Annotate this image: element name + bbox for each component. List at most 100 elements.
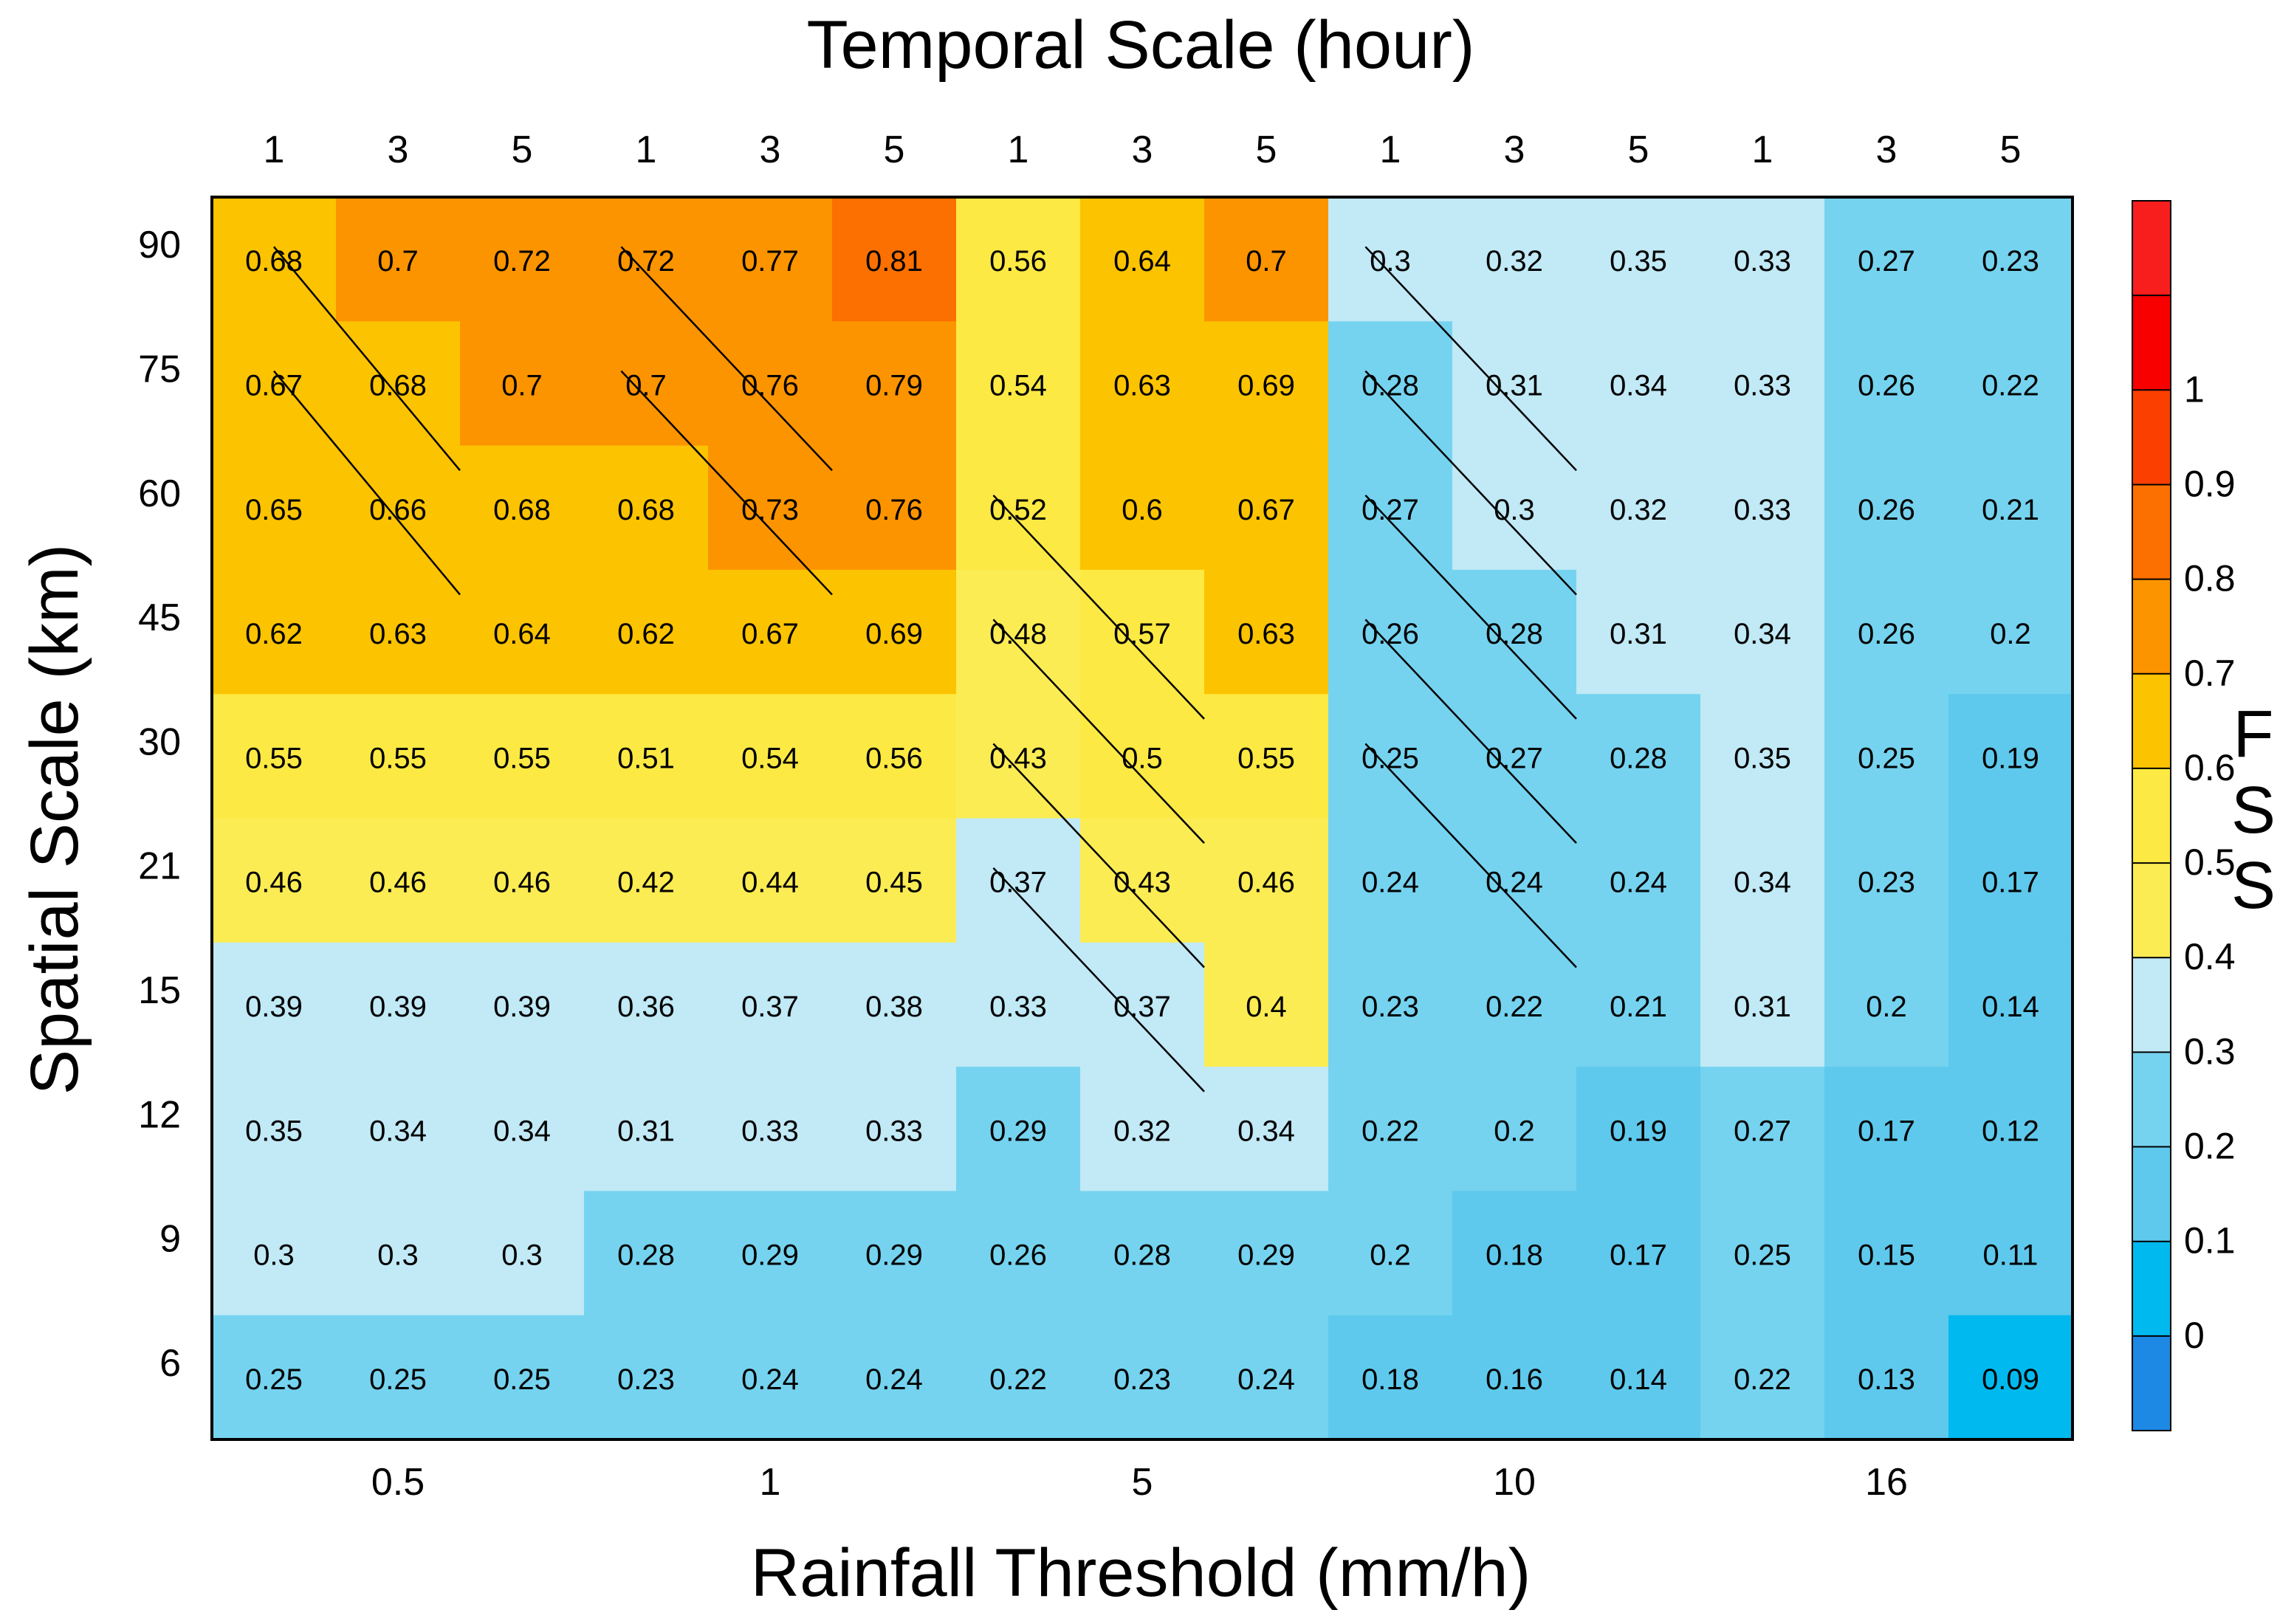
row-tick-label: 45 bbox=[138, 596, 181, 639]
heatmap-cell bbox=[1576, 1191, 1701, 1316]
heatmap-cell bbox=[956, 1315, 1081, 1440]
cell-value-label: 0.68 bbox=[245, 245, 303, 278]
cell-value-label: 0.24 bbox=[1486, 867, 1543, 899]
heatmap-cell bbox=[336, 818, 461, 943]
cell-value-label: 0.34 bbox=[1734, 618, 1791, 650]
cell-value-label: 0.33 bbox=[1734, 494, 1791, 526]
cell-value-label: 0.35 bbox=[1734, 742, 1791, 774]
heatmap-cell bbox=[1576, 818, 1701, 943]
cell-value-label: 0.26 bbox=[1858, 369, 1915, 402]
heatmap-cell bbox=[708, 197, 833, 323]
heatmap-cell bbox=[832, 818, 957, 943]
cell-value-label: 0.39 bbox=[245, 991, 303, 1023]
x-axis-label: Rainfall Threshold (mm/h) bbox=[751, 1535, 1531, 1611]
heatmap-cell bbox=[1328, 569, 1453, 695]
cell-value-label: 0.68 bbox=[369, 369, 427, 402]
heatmap-cell bbox=[1204, 1067, 1329, 1192]
top-tick-label: 5 bbox=[512, 128, 533, 171]
cell-value-label: 0.34 bbox=[1237, 1115, 1295, 1147]
cell-value-label: 0.21 bbox=[1610, 991, 1667, 1023]
cell-value-label: 0.18 bbox=[1361, 1363, 1419, 1396]
cell-value-label: 0.57 bbox=[1113, 618, 1171, 650]
heatmap-cell bbox=[956, 942, 1081, 1067]
heatmap-cell bbox=[1080, 1067, 1205, 1192]
colorbar-label-letter: S bbox=[2231, 849, 2276, 923]
diagonal-line bbox=[992, 619, 1205, 844]
diagonal-line bbox=[992, 495, 1205, 720]
heatmap-cell bbox=[708, 942, 833, 1067]
heatmap-cell bbox=[1204, 694, 1329, 819]
heatmap-cell bbox=[1700, 445, 1825, 571]
cell-value-label: 0.2 bbox=[1990, 618, 2031, 650]
heatmap-cell bbox=[708, 1191, 833, 1316]
heatmap-cell bbox=[956, 197, 1081, 323]
cell-value-label: 0.55 bbox=[1237, 742, 1295, 774]
heatmap-cell bbox=[1576, 1315, 1701, 1440]
heatmap-cell bbox=[336, 321, 461, 447]
cell-value-label: 0.72 bbox=[617, 245, 675, 278]
diagonal-line bbox=[620, 246, 833, 472]
heatmap-cell bbox=[1824, 197, 1949, 323]
cell-value-label: 0.26 bbox=[1858, 494, 1915, 526]
heatmap-cell bbox=[1824, 1315, 1949, 1440]
cell-value-label: 0.19 bbox=[1610, 1115, 1667, 1147]
cell-value-label: 0.25 bbox=[1734, 1239, 1791, 1272]
heatmap-cell bbox=[1948, 1067, 2073, 1192]
cell-value-label: 0.44 bbox=[741, 867, 799, 899]
heatmap-cell bbox=[460, 818, 585, 943]
cell-value-label: 0.15 bbox=[1858, 1239, 1915, 1272]
heatmap-cell bbox=[832, 1191, 957, 1316]
heatmap-cell bbox=[956, 818, 1081, 943]
cell-value-label: 0.22 bbox=[1734, 1363, 1791, 1396]
cell-value-label: 0.43 bbox=[1113, 867, 1171, 899]
heatmap-cell bbox=[584, 1067, 709, 1192]
cell-value-label: 0.33 bbox=[1734, 245, 1791, 278]
cell-value-label: 0.2 bbox=[1866, 991, 1907, 1023]
heatmap-cell bbox=[956, 694, 1081, 819]
heatmap-cell bbox=[1700, 569, 1825, 695]
heatmap-cell bbox=[1948, 1191, 2073, 1316]
cell-value-label: 0.33 bbox=[989, 991, 1047, 1023]
heatmap-cell bbox=[1328, 1067, 1453, 1192]
cell-value-label: 0.65 bbox=[245, 494, 303, 526]
cell-value-label: 0.46 bbox=[245, 867, 303, 899]
cell-value-label: 0.18 bbox=[1486, 1239, 1543, 1272]
cell-value-label: 0.29 bbox=[1237, 1239, 1295, 1272]
cell-value-label: 0.13 bbox=[1858, 1363, 1915, 1396]
heatmap-cell bbox=[1328, 321, 1453, 447]
heatmap-cell bbox=[460, 321, 585, 447]
colorbar-tick-label: 0.4 bbox=[2184, 936, 2236, 977]
cell-value-label: 0.12 bbox=[1982, 1115, 2039, 1147]
cell-value-label: 0.68 bbox=[617, 494, 675, 526]
heatmap-cell bbox=[1204, 445, 1329, 571]
heatmap-cell bbox=[832, 942, 957, 1067]
cell-value-label: 0.28 bbox=[1113, 1239, 1171, 1272]
cell-value-label: 0.27 bbox=[1734, 1115, 1791, 1147]
heatmap-cell bbox=[1328, 1315, 1453, 1440]
heatmap-cell bbox=[1700, 197, 1825, 323]
heatmap-cell bbox=[1328, 1191, 1453, 1316]
cell-value-label: 0.31 bbox=[1486, 369, 1543, 402]
cell-value-label: 0.25 bbox=[245, 1363, 303, 1396]
colorbar-swatch bbox=[2132, 484, 2171, 580]
heatmap-cell bbox=[708, 1067, 833, 1192]
heatmap-cell bbox=[336, 445, 461, 571]
heatmap-cell bbox=[832, 321, 957, 447]
heatmap-cell bbox=[832, 1315, 957, 1440]
heatmap-cell bbox=[1204, 1191, 1329, 1316]
cell-value-label: 0.73 bbox=[741, 494, 799, 526]
cell-value-label: 0.64 bbox=[493, 618, 551, 650]
heatmap-cell bbox=[1080, 197, 1205, 323]
diagonal-line bbox=[1364, 619, 1577, 844]
heatmap-cell bbox=[832, 1067, 957, 1192]
cell-value-label: 0.17 bbox=[1982, 867, 2039, 899]
cell-value-label: 0.76 bbox=[865, 494, 923, 526]
heatmap-cell bbox=[584, 321, 709, 447]
heatmap-cell bbox=[956, 321, 1081, 447]
cell-value-label: 0.67 bbox=[741, 618, 799, 650]
heatmap-cell bbox=[1576, 445, 1701, 571]
heatmap-cell bbox=[212, 694, 337, 819]
cell-value-label: 0.67 bbox=[1237, 494, 1295, 526]
cell-value-label: 0.36 bbox=[617, 991, 675, 1023]
